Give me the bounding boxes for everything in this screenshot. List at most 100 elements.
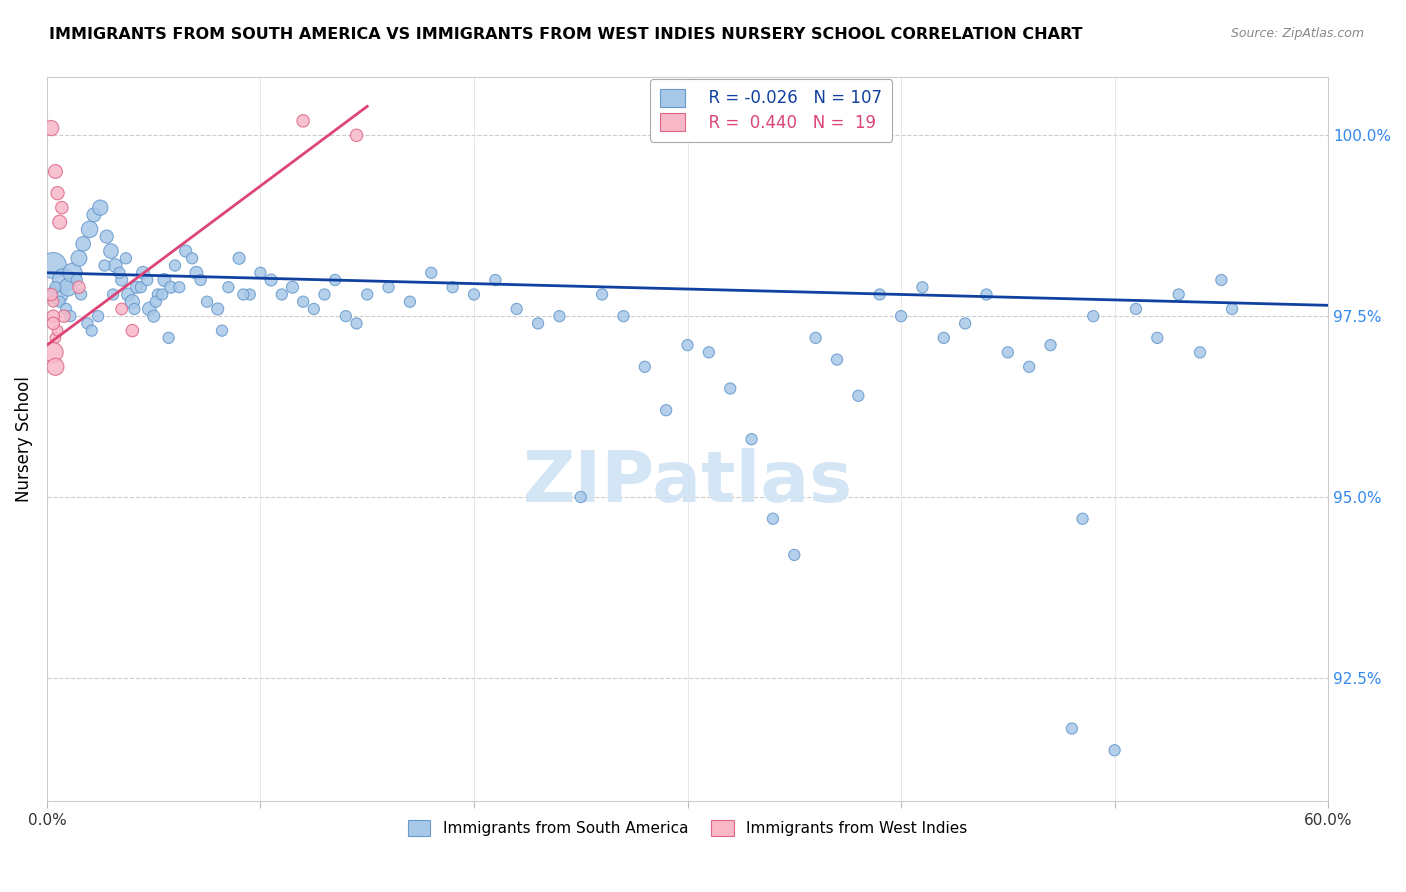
Point xyxy=(825,352,848,367)
Point xyxy=(146,287,169,301)
Point xyxy=(249,266,271,280)
Point xyxy=(150,287,173,301)
Point xyxy=(239,287,262,301)
Point xyxy=(741,432,763,446)
Point xyxy=(911,280,934,294)
Point xyxy=(70,287,93,301)
Point xyxy=(111,273,134,287)
Point xyxy=(1167,287,1189,301)
Point xyxy=(1188,345,1211,359)
Point xyxy=(67,252,90,266)
Point xyxy=(1071,512,1094,526)
Point xyxy=(96,229,118,244)
Point xyxy=(67,280,90,294)
Point xyxy=(281,280,304,294)
Point xyxy=(104,259,127,273)
Point xyxy=(211,324,233,338)
Point xyxy=(260,273,283,287)
Point xyxy=(100,244,122,258)
Point xyxy=(314,287,336,301)
Point xyxy=(527,317,550,331)
Point xyxy=(302,301,325,316)
Point xyxy=(46,287,69,301)
Point xyxy=(142,309,165,323)
Point xyxy=(42,259,65,273)
Legend: Immigrants from South America, Immigrants from West Indies: Immigrants from South America, Immigrant… xyxy=(399,812,976,844)
Point xyxy=(1104,743,1126,757)
Point xyxy=(48,294,70,309)
Point xyxy=(80,324,103,338)
Point xyxy=(190,273,212,287)
Point xyxy=(62,266,84,280)
Point xyxy=(1220,301,1243,316)
Text: IMMIGRANTS FROM SOUTH AMERICA VS IMMIGRANTS FROM WEST INDIES NURSERY SCHOOL CORR: IMMIGRANTS FROM SOUTH AMERICA VS IMMIGRA… xyxy=(49,27,1083,42)
Point xyxy=(399,294,422,309)
Point xyxy=(217,280,239,294)
Point xyxy=(718,382,741,396)
Point xyxy=(87,309,110,323)
Point xyxy=(228,252,250,266)
Point xyxy=(1039,338,1062,352)
Point xyxy=(58,280,80,294)
Point xyxy=(232,287,254,301)
Point xyxy=(612,309,634,323)
Point xyxy=(138,301,160,316)
Point xyxy=(783,548,806,562)
Point xyxy=(93,259,115,273)
Point xyxy=(48,215,70,229)
Point xyxy=(46,186,69,201)
Point xyxy=(79,222,101,236)
Point xyxy=(292,113,315,128)
Point xyxy=(42,309,65,323)
Point xyxy=(89,201,111,215)
Point xyxy=(121,294,143,309)
Point xyxy=(44,331,66,345)
Point xyxy=(44,359,66,374)
Point xyxy=(1125,301,1147,316)
Point xyxy=(762,512,785,526)
Point xyxy=(441,280,464,294)
Point xyxy=(270,287,292,301)
Point xyxy=(463,287,485,301)
Point xyxy=(108,266,131,280)
Point xyxy=(121,324,143,338)
Point xyxy=(101,287,124,301)
Point xyxy=(76,317,98,331)
Point xyxy=(890,309,912,323)
Text: ZIPatlas: ZIPatlas xyxy=(523,448,852,517)
Point xyxy=(111,301,134,316)
Point xyxy=(132,266,155,280)
Point xyxy=(846,389,869,403)
Point xyxy=(676,338,699,352)
Text: Source: ZipAtlas.com: Source: ZipAtlas.com xyxy=(1230,27,1364,40)
Point xyxy=(697,345,720,359)
Point xyxy=(335,309,357,323)
Point xyxy=(953,317,976,331)
Point xyxy=(159,280,181,294)
Point xyxy=(153,273,176,287)
Point xyxy=(174,244,197,258)
Point xyxy=(55,301,77,316)
Point xyxy=(484,273,506,287)
Point xyxy=(169,280,191,294)
Point xyxy=(59,309,82,323)
Point xyxy=(186,266,208,280)
Point xyxy=(932,331,955,345)
Point xyxy=(129,280,152,294)
Point xyxy=(1060,722,1083,736)
Point xyxy=(52,273,75,287)
Point xyxy=(117,287,139,301)
Point xyxy=(52,309,75,323)
Point xyxy=(505,301,527,316)
Point xyxy=(72,236,94,251)
Point xyxy=(42,294,65,309)
Point xyxy=(548,309,571,323)
Point xyxy=(997,345,1019,359)
Point xyxy=(569,490,592,504)
Point xyxy=(125,280,148,294)
Point xyxy=(655,403,678,417)
Point xyxy=(181,252,204,266)
Point xyxy=(804,331,827,345)
Point xyxy=(1211,273,1233,287)
Point xyxy=(115,252,138,266)
